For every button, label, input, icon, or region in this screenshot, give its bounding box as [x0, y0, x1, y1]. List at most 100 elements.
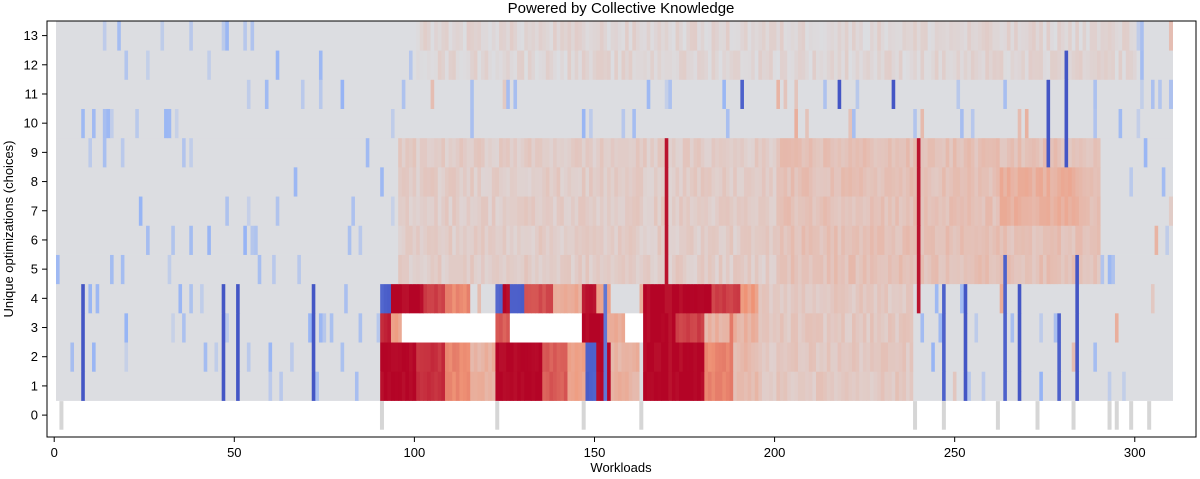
heatmap-cell — [329, 312, 334, 343]
heatmap-cell — [416, 371, 421, 401]
heatmap-cell — [603, 166, 608, 197]
heatmap-cell — [491, 342, 496, 372]
heatmap-cell — [535, 342, 540, 372]
heatmap-cell — [581, 283, 586, 314]
heatmap-cell — [1050, 50, 1055, 80]
heatmap-cell — [664, 283, 673, 314]
heatmap-cell — [592, 371, 597, 401]
heatmap-cell — [715, 21, 720, 51]
heatmap-cell — [693, 137, 698, 168]
heatmap-cell — [628, 137, 633, 168]
heatmap-cell — [758, 166, 763, 197]
heatmap-cell — [725, 312, 730, 343]
heatmap-cell — [632, 254, 637, 285]
heatmap-cell — [1107, 254, 1112, 285]
heatmap-cell — [84, 108, 93, 139]
heatmap-cell — [491, 225, 496, 255]
heatmap-cell — [653, 21, 658, 51]
heatmap-cell — [225, 312, 230, 343]
heatmap-cell — [992, 196, 997, 226]
heatmap-cell — [279, 371, 284, 401]
heatmap-cell — [1057, 166, 1062, 197]
heatmap-cell — [898, 225, 903, 255]
heatmap-cell — [581, 371, 586, 401]
heatmap-cell — [837, 342, 842, 372]
heatmap-cell — [855, 108, 914, 139]
heatmap-cell — [74, 342, 82, 372]
heatmap-cell — [747, 50, 752, 80]
heatmap-cell — [675, 137, 680, 168]
heatmap-cell — [646, 196, 655, 226]
heatmap-cell — [639, 283, 644, 314]
heatmap-cell — [700, 254, 705, 285]
heatmap-cell — [1017, 312, 1022, 343]
heatmap-cell — [466, 371, 471, 401]
heatmap-cell — [1039, 312, 1044, 343]
heatmap-cell — [481, 21, 486, 51]
heatmap-cell — [722, 342, 727, 372]
heatmap-cell — [239, 342, 248, 372]
heatmap-cell — [344, 342, 381, 372]
heatmap-cell — [1075, 137, 1080, 168]
heatmap-cell — [113, 108, 136, 139]
heatmap-cell — [664, 312, 669, 343]
heatmap-cell — [707, 371, 712, 401]
heatmap-cell — [697, 312, 702, 343]
heatmap-cell — [617, 21, 622, 51]
y-tick-label: 1 — [31, 378, 38, 393]
heatmap-cell — [358, 225, 363, 255]
heatmap-cell — [711, 371, 716, 401]
heatmap-cell — [1035, 254, 1040, 285]
heatmap-cell — [895, 283, 900, 314]
heatmap-cell — [707, 166, 712, 197]
heatmap-cell — [916, 137, 921, 168]
heatmap-cell — [625, 371, 630, 401]
heatmap-cell — [437, 283, 442, 314]
heatmap-cell — [826, 196, 831, 226]
heatmap-cell — [246, 79, 251, 109]
heatmap-cell — [963, 254, 968, 285]
heatmap-cell — [1071, 225, 1076, 255]
heatmap-cell — [484, 342, 489, 372]
heatmap-cell — [535, 50, 540, 80]
heatmap-cell — [689, 342, 694, 372]
heatmap-cell — [1014, 166, 1019, 197]
heatmap-cell — [841, 371, 846, 401]
x-tick-label: 100 — [404, 445, 426, 460]
heatmap-cell — [387, 312, 392, 343]
heatmap-cell — [445, 21, 450, 51]
heatmap-cell — [668, 79, 673, 109]
heatmap-cell — [95, 342, 125, 372]
heatmap-cell — [682, 283, 687, 314]
heatmap-cell — [895, 21, 900, 51]
heatmap-cell — [596, 371, 601, 401]
heatmap-cell — [1093, 342, 1098, 372]
heatmap-cell — [520, 137, 525, 168]
heatmap-cell — [960, 196, 965, 226]
heatmap-cell — [290, 342, 295, 372]
heatmap-cell — [704, 254, 709, 285]
heatmap-cell — [1107, 50, 1112, 80]
heatmap-cell — [931, 50, 936, 80]
heatmap-cell — [794, 342, 799, 372]
heatmap-cell — [697, 283, 705, 314]
heatmap-cell — [441, 50, 446, 80]
heatmap-cell — [888, 342, 896, 372]
heatmap-cell — [524, 137, 529, 168]
heatmap-cell — [779, 196, 784, 226]
heatmap-cell — [837, 254, 842, 285]
heatmap-cell — [934, 254, 939, 285]
heatmap-cell — [524, 21, 529, 51]
heatmap-cell — [1071, 342, 1076, 372]
heatmap-cell — [560, 371, 565, 401]
heatmap-cell — [416, 137, 421, 168]
heatmap-cell — [797, 254, 802, 285]
heatmap-cell — [142, 196, 226, 226]
heatmap-cell — [657, 166, 662, 197]
heatmap-cell — [589, 371, 594, 401]
heatmap-cell — [924, 21, 929, 51]
heatmap-cell — [718, 342, 723, 372]
heatmap-cell — [502, 312, 507, 343]
heatmap-cell — [455, 137, 460, 168]
heatmap-cell — [625, 21, 630, 51]
